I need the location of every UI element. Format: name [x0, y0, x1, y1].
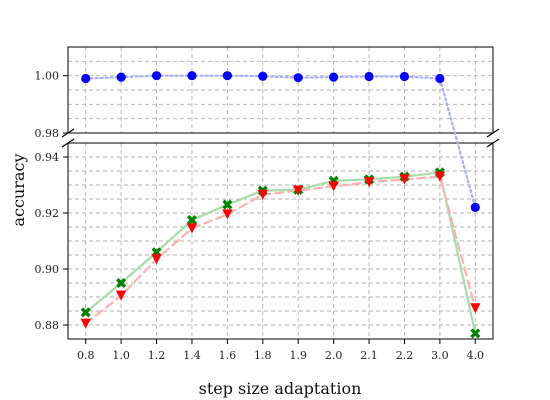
series-1-point: [329, 72, 339, 82]
top-panel-y-tick-label: 0.98: [35, 127, 60, 140]
bottom-panel: 0.88 0.90 0.92 0.94: [35, 142, 494, 340]
x-tick-label: 1.6: [219, 349, 237, 362]
axis-break-mark: [61, 128, 75, 138]
series-1-point: [470, 202, 480, 212]
bottom-panel-y-tick-label: 0.88: [35, 319, 60, 332]
top-panel-y-tick-label: 1.00: [35, 70, 60, 83]
x-tick-label: 3.0: [431, 349, 449, 362]
series-1-point: [293, 73, 303, 83]
bottom-panel-y-tick-label: 0.94: [35, 151, 60, 164]
series-1-point: [116, 72, 126, 82]
x-tick-label: 0.8: [77, 349, 95, 362]
series-3-point: [363, 177, 375, 188]
x-tick-label: 1.9: [289, 349, 307, 362]
series-2-point: [116, 277, 127, 289]
x-tick-label: 1.2: [148, 349, 166, 362]
top-panel-frame: [67, 46, 494, 134]
axis-break-mark: [61, 138, 75, 148]
x-tick-label: 1.0: [112, 349, 130, 362]
x-tick-label: 2.0: [325, 349, 343, 362]
series-3-point: [80, 318, 91, 329]
series-2-point: [186, 214, 197, 226]
top-panel: 0.98 1.00: [35, 46, 494, 140]
series-3-point: [222, 209, 233, 220]
series-3-point: [257, 189, 268, 200]
series-2-point: [80, 307, 91, 318]
series-1-point: [81, 73, 91, 84]
axis-break-mark: [486, 138, 500, 148]
series-1-point: [399, 71, 410, 82]
x-tick-label: 2.2: [396, 349, 414, 362]
series-3-point: [399, 174, 410, 185]
x-axis-ticks: 0.8 1.0 1.2 1.4 1.6 1.8 1.9 2.0 2.1 2.2 3.0 4.0: [77, 339, 484, 362]
series-1-point: [151, 71, 162, 81]
x-tick-label: 1.8: [254, 349, 272, 362]
series-3-point: [293, 185, 304, 196]
axis-break-marks: [61, 128, 500, 148]
series-1-point: [435, 73, 445, 84]
series-3-point: [151, 254, 162, 265]
series-2-line: [84, 171, 477, 335]
x-tick-label: 4.0: [467, 349, 485, 362]
series-1-point: [222, 71, 232, 81]
series-1-line: [84, 74, 477, 209]
series-3-point: [434, 171, 446, 182]
series-3-point: [115, 290, 127, 301]
axis-break-mark: [486, 128, 500, 138]
x-axis-label: step size adaptation: [199, 379, 362, 398]
series-3-line: [84, 175, 477, 325]
bottom-panel-y-tick-label: 0.90: [35, 263, 60, 276]
series-3-point: [470, 303, 481, 314]
series-2-point: [222, 199, 233, 210]
series-lines: [84, 74, 477, 335]
series-3-point: [186, 223, 198, 234]
y-axis-label: accuracy: [9, 154, 28, 227]
x-tick-label: 1.4: [183, 349, 201, 362]
series-1-point: [364, 71, 374, 82]
bottom-panel-frame: [67, 142, 494, 340]
bottom-panel-y-tick-label: 0.92: [35, 207, 60, 220]
series-2-point: [470, 328, 481, 339]
series-markers: [80, 71, 481, 339]
series-3-point: [328, 181, 339, 192]
series-1-point: [258, 71, 268, 81]
x-tick-label: 2.1: [360, 349, 378, 362]
series-1-point: [187, 71, 197, 81]
